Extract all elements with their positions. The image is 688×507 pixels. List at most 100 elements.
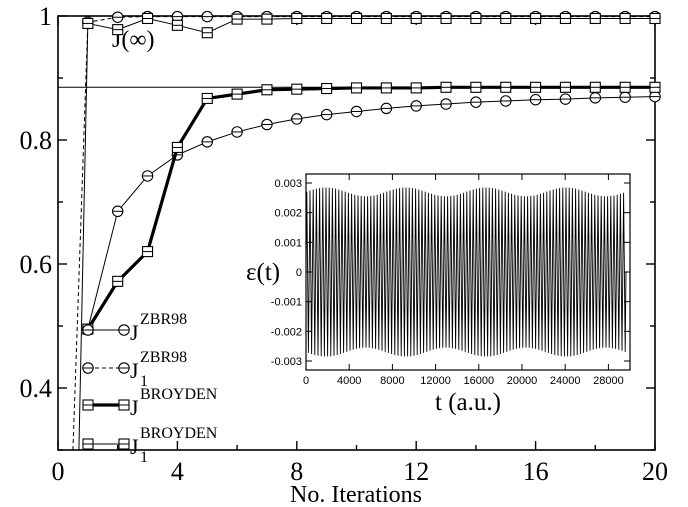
- series-0-point: [589, 92, 602, 104]
- series-0-point: [499, 95, 512, 107]
- inset-signal: [305, 187, 627, 357]
- legend-label-2: J: [130, 395, 139, 420]
- series-3-point: [112, 24, 124, 36]
- legend-marker-b: [118, 362, 130, 374]
- legend-marker-b: [118, 438, 130, 450]
- series-2-point: [589, 81, 601, 93]
- series-3-point: [171, 19, 183, 31]
- legend-label-3: J: [130, 434, 139, 459]
- series-1-point: [201, 10, 214, 23]
- inset-x-tick-label: 16000: [464, 375, 495, 387]
- legend-sup-3: BROYDEN: [140, 425, 218, 442]
- inset-y-axis-title: ε(t): [246, 259, 280, 286]
- series-3-point: [231, 13, 243, 25]
- series-2-point: [142, 246, 154, 258]
- x-tick-label: 4: [171, 457, 184, 486]
- legend-marker-a: [82, 399, 94, 411]
- series-2-point: [112, 275, 124, 287]
- series-2-point: [619, 81, 631, 93]
- series-3-point: [82, 17, 94, 29]
- series-2-point: [649, 81, 661, 93]
- inset-y-tick-label: -0.002: [271, 326, 302, 338]
- inset-x-tick-label: 20000: [507, 375, 538, 387]
- series-3-point: [619, 12, 631, 25]
- x-tick-label: 12: [403, 457, 429, 486]
- series-2-point: [470, 81, 482, 93]
- legend-marker-a: [82, 324, 94, 336]
- series-0-point: [529, 93, 542, 106]
- series-0-point: [619, 91, 631, 103]
- inset-tick-labels: 0 4000 8000 12000 16000 20000 24000 28000 -0.003…: [271, 178, 624, 387]
- legend-sup-2: BROYDEN: [140, 386, 218, 403]
- series-3-point: [649, 12, 661, 25]
- inset-signal-trace: [305, 187, 627, 357]
- series-2-point: [171, 141, 183, 153]
- y-tick-label: 0.4: [20, 374, 53, 403]
- series-0-point: [261, 118, 273, 131]
- inset-x-tick-label: 8000: [380, 375, 404, 387]
- series-0-point: [380, 102, 393, 115]
- x-tick-label: 20: [642, 457, 668, 486]
- inset-ticks: [305, 174, 630, 370]
- series-0-point: [291, 113, 303, 125]
- series-0-point: [201, 136, 214, 148]
- series-2-point: [231, 88, 243, 100]
- inset-y-tick-label: -0.001: [271, 297, 302, 309]
- series-3-point: [440, 12, 452, 25]
- series-layer: [72, 10, 661, 451]
- legend-label-1: J: [130, 358, 139, 383]
- series-0-point: [350, 105, 363, 118]
- series-0-point: [410, 100, 422, 112]
- inset-y-tick-label: 0.003: [274, 178, 302, 190]
- y-tick-label: 1: [39, 2, 52, 31]
- series-2-point: [559, 81, 572, 93]
- series-2-point: [350, 82, 363, 94]
- series-3-point: [530, 12, 542, 25]
- series-0-point: [231, 126, 243, 138]
- series-3-point: [500, 12, 512, 25]
- legend-label-0: J: [130, 320, 139, 345]
- series-2-point: [500, 81, 512, 93]
- legend-marker-b: [118, 324, 130, 336]
- series-2-point: [261, 84, 273, 96]
- series-0-point: [559, 93, 572, 105]
- series-3-point: [201, 27, 213, 39]
- series-0-point: [649, 90, 661, 103]
- series-3-point: [291, 12, 303, 25]
- series-2-point: [201, 92, 213, 105]
- series-3-point: [350, 12, 363, 25]
- x-axis-title: No. Iterations: [290, 482, 422, 507]
- series-1-point: [111, 11, 124, 23]
- x-tick-label: 8: [290, 457, 303, 486]
- inset-x-tick-label: 24000: [550, 375, 581, 387]
- series-2-point: [380, 82, 392, 94]
- series-0-point: [440, 98, 452, 110]
- inset-x-tick-label: 4000: [337, 375, 361, 387]
- x-tick-label: 16: [523, 457, 549, 486]
- series-3-point: [142, 12, 154, 25]
- legend-marker-b: [118, 399, 130, 411]
- inset-x-tick-label: 28000: [593, 375, 624, 387]
- legend-sup-1: ZBR98: [140, 349, 187, 366]
- series-2-point: [291, 83, 303, 95]
- series-3-point: [261, 13, 273, 25]
- series-2-point: [530, 81, 542, 93]
- series-3-point: [589, 12, 601, 25]
- inset-x-tick-label: 12000: [420, 375, 451, 387]
- series-2-point: [440, 81, 452, 93]
- series-3-point: [321, 12, 333, 25]
- inset-y-tick-label: 0: [296, 267, 302, 279]
- y-tick-label: 0.8: [20, 126, 53, 155]
- series-1-line: [72, 16, 655, 451]
- series-3-point: [380, 12, 392, 25]
- series-0-point: [111, 205, 124, 218]
- legend-marker-a: [82, 438, 94, 450]
- series-3-point: [470, 12, 482, 25]
- series-0-point: [141, 170, 154, 182]
- series-0-point: [470, 96, 482, 108]
- inset-y-tick-label: -0.003: [271, 356, 302, 368]
- inset-x-axis-title: t (a.u.): [435, 389, 501, 416]
- inset-y-tick-label: 0.002: [274, 208, 302, 220]
